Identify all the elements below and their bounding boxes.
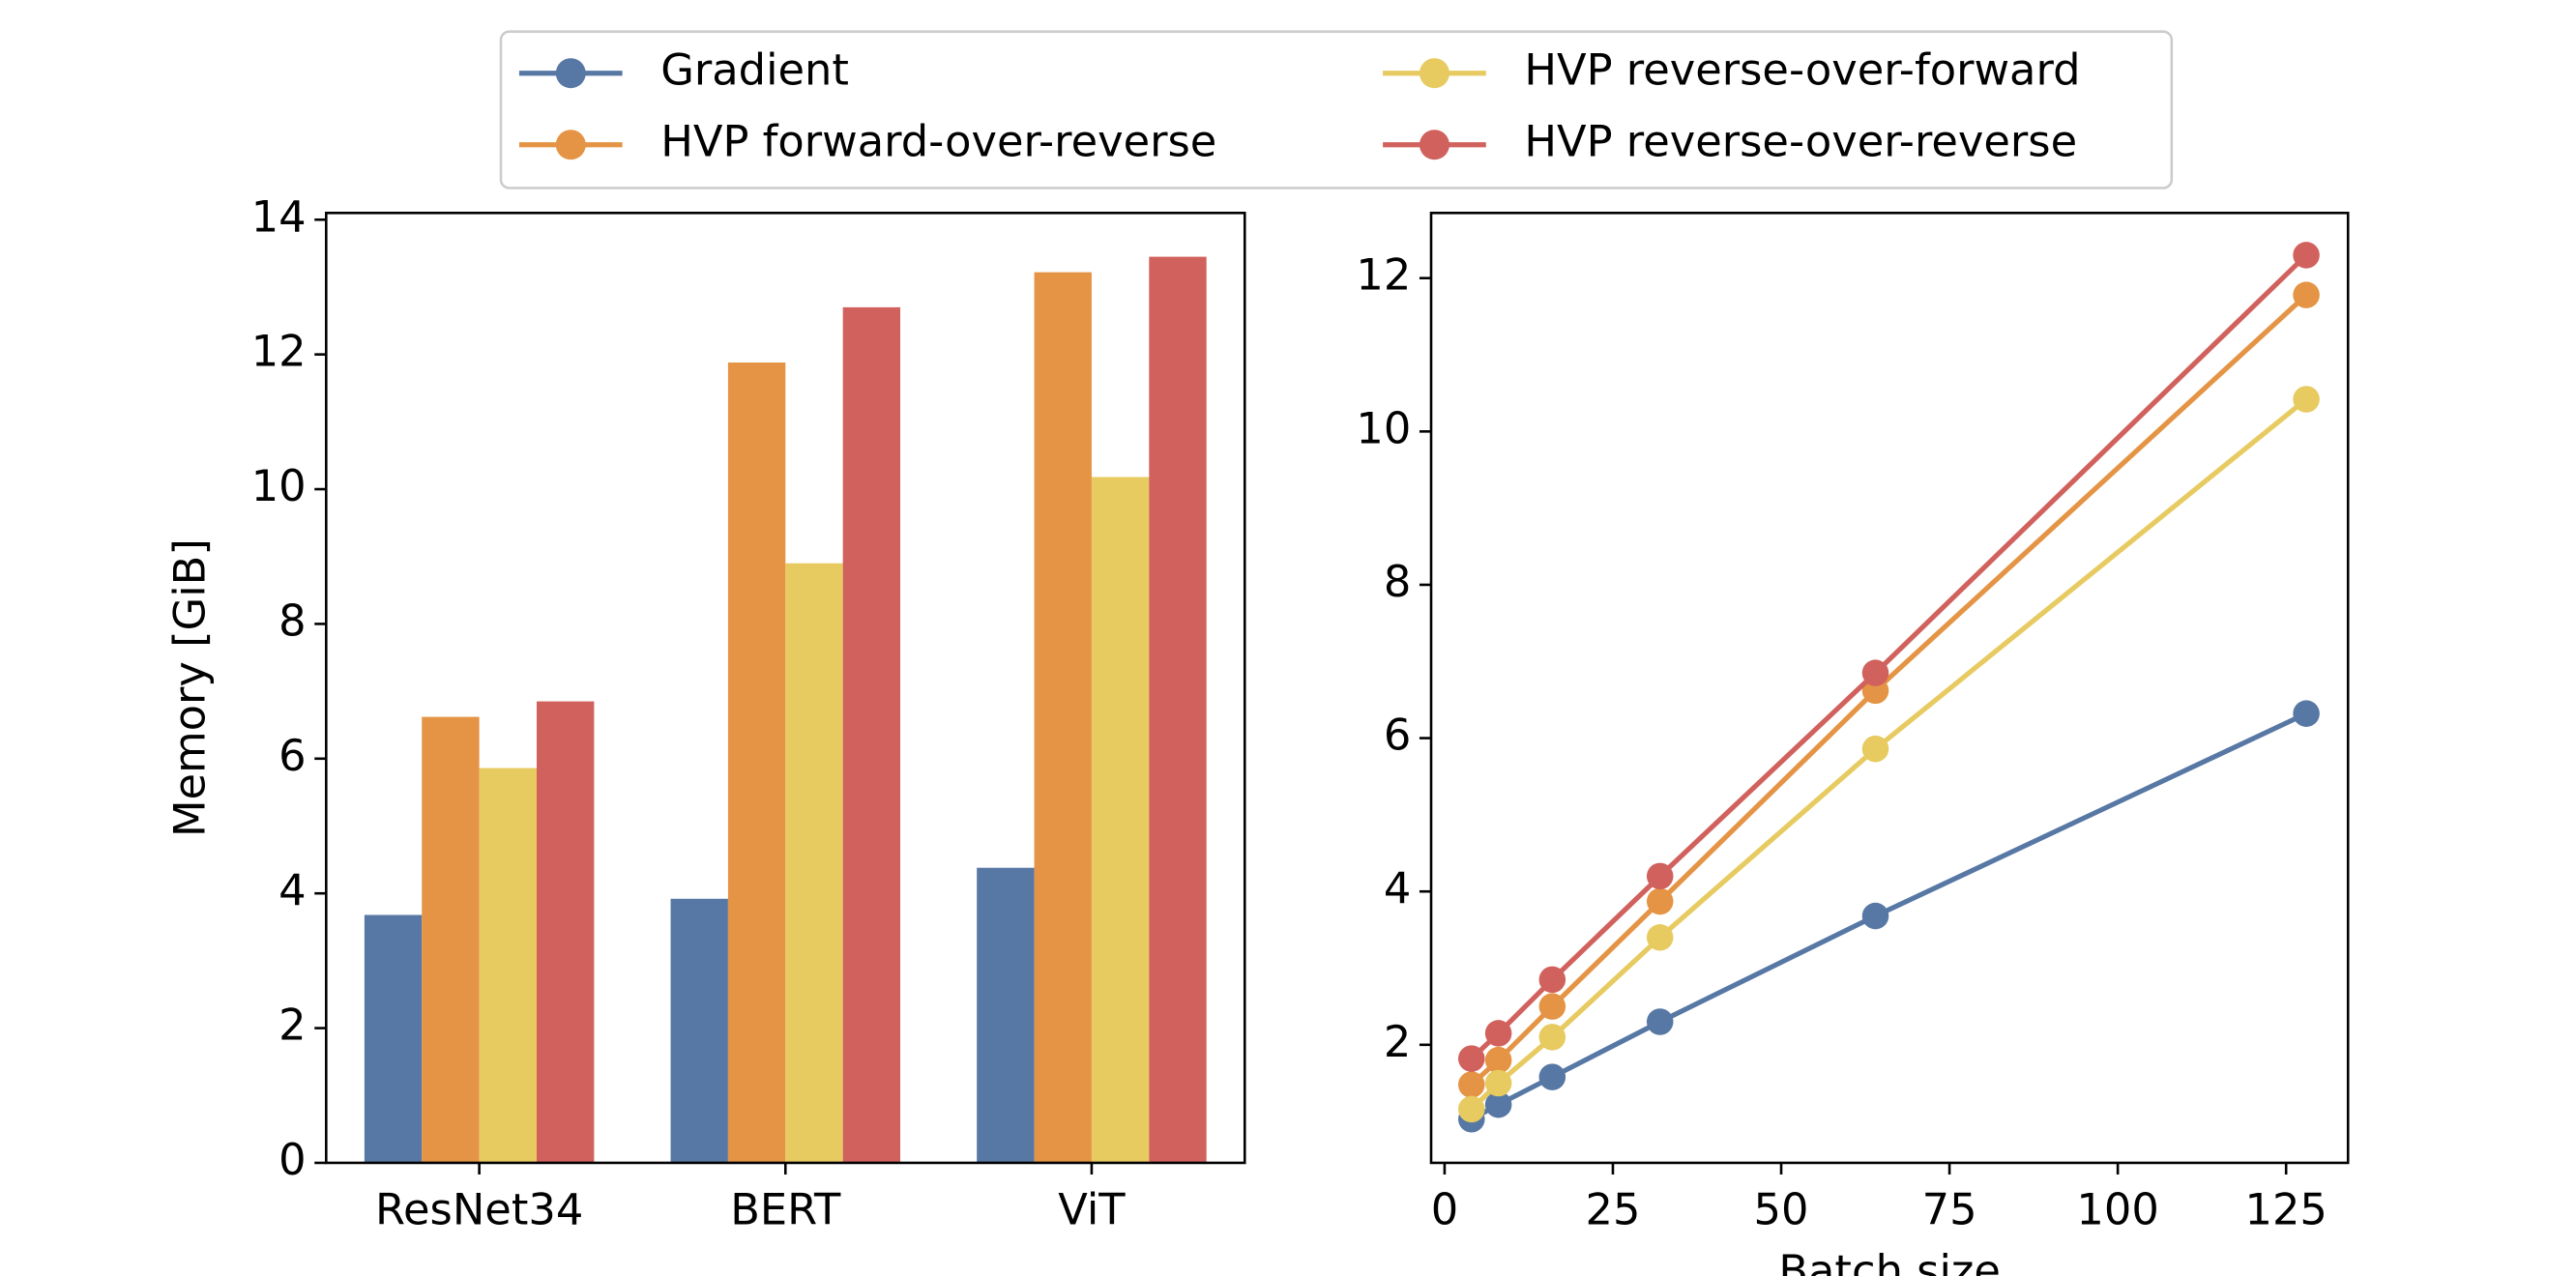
- legend-label: HVP reverse-over-reverse: [1524, 116, 2077, 167]
- legend-marker: [555, 58, 586, 89]
- y-tick-label: 6: [1384, 710, 1411, 761]
- y-tick-label: 4: [1384, 862, 1411, 914]
- point: [1538, 966, 1566, 994]
- bar: [1034, 272, 1092, 1163]
- x-tick-label: 75: [1922, 1184, 1977, 1235]
- y-tick-label: 10: [251, 460, 307, 511]
- legend-label: HVP reverse-over-forward: [1524, 44, 2080, 96]
- y-tick-label: 2: [1384, 1016, 1411, 1067]
- x-tick-label: 50: [1754, 1184, 1809, 1235]
- y-tick-label: 12: [251, 326, 307, 377]
- point: [1646, 924, 1674, 951]
- bar: [842, 306, 901, 1163]
- bar: [364, 914, 423, 1163]
- bar: [422, 716, 480, 1163]
- y-tick-label: 14: [251, 190, 307, 242]
- bar: [670, 898, 728, 1163]
- bar: [1091, 477, 1150, 1163]
- line: [1470, 710, 2308, 1122]
- bar: [1149, 256, 1207, 1163]
- y-tick-label: 10: [1356, 402, 1411, 453]
- x-tick-label: 125: [2244, 1184, 2327, 1235]
- legend-marker: [1419, 58, 1449, 89]
- point: [1484, 1020, 1512, 1047]
- bar: [785, 563, 843, 1163]
- y-tick-label: 6: [278, 730, 306, 781]
- point: [1861, 902, 1889, 930]
- bar: [977, 867, 1035, 1163]
- point: [1538, 1063, 1566, 1090]
- point: [1484, 1046, 1512, 1074]
- point: [1484, 1090, 1512, 1118]
- legend-label: HVP forward-over-reverse: [660, 116, 1216, 167]
- x-tick-label: 100: [2076, 1184, 2158, 1235]
- point: [1458, 1071, 1485, 1098]
- point: [1538, 1024, 1566, 1051]
- axes-frame: [1429, 212, 2350, 1165]
- legend-box: [499, 30, 2174, 189]
- y-tick-label: 4: [278, 864, 306, 915]
- point: [1861, 735, 1889, 763]
- y-axis-label: Memory [GiB]: [164, 538, 216, 837]
- point: [2293, 242, 2320, 269]
- y-tick-label: 12: [1356, 249, 1411, 301]
- y-tick-label: 2: [278, 1000, 306, 1051]
- point: [1646, 1008, 1674, 1035]
- x-tick-label: 25: [1586, 1184, 1641, 1235]
- legend-marker: [1419, 130, 1449, 160]
- line: [1470, 293, 2308, 1087]
- point: [1484, 1069, 1512, 1097]
- point: [2293, 386, 2320, 413]
- point: [1861, 659, 1889, 686]
- point: [1458, 1095, 1485, 1123]
- point: [2293, 281, 2320, 308]
- line: [1469, 397, 2308, 1112]
- point: [2293, 700, 2320, 727]
- bar: [727, 362, 786, 1163]
- legend-marker: [555, 130, 586, 160]
- y-tick-label: 0: [278, 1134, 306, 1185]
- bar: [537, 701, 595, 1163]
- y-tick-label: 8: [1384, 556, 1411, 607]
- line: [1470, 253, 2308, 1060]
- point: [1646, 862, 1674, 890]
- x-tick-label: ViT: [1058, 1184, 1126, 1235]
- x-tick-label: ResNet34: [375, 1184, 583, 1235]
- point: [1646, 887, 1674, 915]
- axes-frame: [325, 212, 1246, 1165]
- y-tick-label: 8: [278, 594, 306, 646]
- x-tick-label: 0: [1431, 1184, 1458, 1235]
- x-axis-label: Batch size: [1778, 1245, 2001, 1276]
- point: [1458, 1045, 1485, 1072]
- point: [1538, 993, 1566, 1020]
- x-tick-label: BERT: [730, 1184, 841, 1235]
- bar: [479, 768, 537, 1163]
- legend-label: Gradient: [660, 44, 849, 96]
